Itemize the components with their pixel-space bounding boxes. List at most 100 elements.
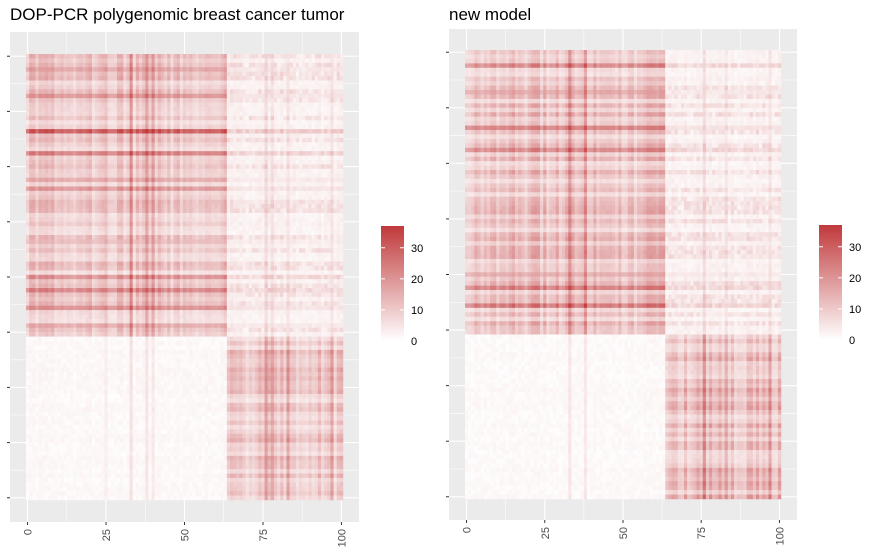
heatmap-cell <box>35 93 39 99</box>
heatmap-cell <box>261 89 265 94</box>
heatmap-cell <box>208 221 212 227</box>
heatmap-cell <box>251 137 256 143</box>
heatmap-cell <box>26 204 30 209</box>
heatmap-cell <box>289 62 294 68</box>
heatmap-cell <box>264 67 268 72</box>
heatmap-cell <box>63 257 68 262</box>
heatmap-cell <box>126 58 130 64</box>
heatmap-cell <box>305 177 309 183</box>
heatmap-cell <box>151 71 155 77</box>
heatmap-cell <box>170 155 174 161</box>
heatmap-cell <box>236 54 240 59</box>
heatmap-cell <box>217 239 221 245</box>
heatmap-cell <box>330 261 334 267</box>
heatmap-cell <box>217 265 221 271</box>
heatmap-cell <box>132 173 137 178</box>
heatmap-cell <box>179 93 184 99</box>
heatmap-cell <box>283 243 287 249</box>
heatmap-cell <box>305 54 309 59</box>
heatmap-cell <box>104 164 108 170</box>
heatmap-cell <box>236 93 240 99</box>
heatmap-cell <box>242 142 246 147</box>
heatmap-cell <box>148 67 152 72</box>
heatmap-cell <box>308 226 312 231</box>
heatmap-cell <box>54 151 58 156</box>
heatmap-cell <box>280 115 284 121</box>
heatmap-cell <box>289 217 294 223</box>
heatmap-cell <box>66 93 71 99</box>
heatmap-cell <box>270 102 275 108</box>
heatmap-cell <box>189 235 193 240</box>
heatmap-cell <box>26 151 30 156</box>
heatmap-cell <box>248 173 253 178</box>
heatmap-cell <box>35 270 39 276</box>
heatmap-cell <box>261 190 265 196</box>
heatmap-cell <box>214 195 218 200</box>
heatmap-cell <box>126 168 130 174</box>
heatmap-cell <box>295 217 300 223</box>
heatmap-cell <box>167 217 171 223</box>
heatmap-cell <box>132 252 137 258</box>
heatmap-cell <box>126 106 130 112</box>
heatmap-cell <box>280 84 284 90</box>
heatmap-cell <box>330 151 334 156</box>
heatmap-cell <box>117 137 121 143</box>
heatmap-cell <box>308 164 312 170</box>
heatmap-cell <box>145 239 149 245</box>
heatmap-cell <box>98 67 102 72</box>
heatmap-cell <box>267 226 272 231</box>
heatmap-cell <box>189 151 193 156</box>
heatmap-cell <box>104 173 108 178</box>
heatmap-cell <box>267 67 272 72</box>
heatmap-cell <box>57 182 61 187</box>
heatmap-cell <box>66 84 71 90</box>
heatmap-cell <box>211 93 215 99</box>
heatmap-cell <box>173 159 177 165</box>
heatmap-cell <box>110 186 115 192</box>
heatmap-cell <box>98 248 102 253</box>
heatmap-cell <box>182 111 187 117</box>
heatmap-cell <box>170 159 174 165</box>
heatmap-cell <box>126 252 130 258</box>
heatmap-cell <box>101 133 105 139</box>
heatmap-cell <box>44 137 49 143</box>
heatmap-cell <box>333 71 337 77</box>
heatmap-cell <box>35 102 39 108</box>
heatmap-cell <box>211 67 215 72</box>
heatmap-cell <box>60 164 64 170</box>
heatmap-cell <box>198 199 203 205</box>
heatmap-cell <box>110 58 115 64</box>
heatmap-cell <box>126 142 130 147</box>
heatmap-cell <box>242 173 246 178</box>
heatmap-cell <box>110 120 115 125</box>
heatmap-cell <box>157 261 162 267</box>
heatmap-cell <box>233 265 237 271</box>
heatmap-cell <box>186 67 190 72</box>
heatmap-cell <box>277 248 281 253</box>
heatmap-cell <box>38 155 42 161</box>
heatmap-cell <box>135 159 140 165</box>
heatmap-cell <box>51 248 55 253</box>
heatmap-cell <box>164 71 168 77</box>
heatmap-cell <box>204 124 209 130</box>
heatmap-cell <box>54 102 58 108</box>
heatmap-cell <box>292 89 297 94</box>
heatmap-cell <box>95 226 99 231</box>
heatmap-cell <box>295 177 300 183</box>
heatmap-cell <box>113 58 118 64</box>
heatmap-cell <box>63 265 68 271</box>
heatmap-cell <box>79 115 83 121</box>
heatmap-cell <box>117 120 121 125</box>
heatmap-cell <box>182 98 187 103</box>
heatmap-cell <box>198 93 203 99</box>
heatmap-cell <box>57 62 61 68</box>
heatmap-cell <box>230 257 234 262</box>
heatmap-cell <box>261 67 265 72</box>
heatmap-cell <box>117 67 121 72</box>
heatmap-cell <box>302 146 306 152</box>
heatmap-cell <box>47 146 52 152</box>
heatmap-cell <box>91 186 96 192</box>
heatmap-cell <box>179 261 184 267</box>
heatmap-cell <box>267 204 272 209</box>
heatmap-cell <box>173 67 177 72</box>
